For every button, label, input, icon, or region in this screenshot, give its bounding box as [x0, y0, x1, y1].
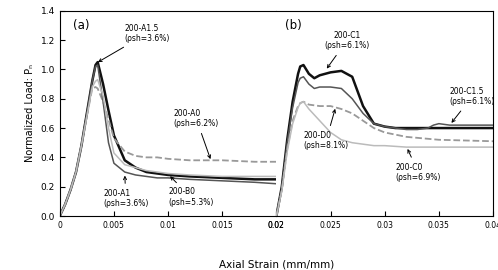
- Text: 200-A1
(ρsh=3.6%): 200-A1 (ρsh=3.6%): [103, 177, 148, 208]
- Text: 200-D0
(ρsh=8.1%): 200-D0 (ρsh=8.1%): [303, 110, 349, 150]
- Text: 200-C0
(ρsh=6.9%): 200-C0 (ρsh=6.9%): [395, 150, 441, 182]
- Text: 200-B0
(ρsh=5.3%): 200-B0 (ρsh=5.3%): [168, 177, 214, 207]
- Text: 200-C1
(ρsh=6.1%): 200-C1 (ρsh=6.1%): [324, 31, 370, 68]
- Y-axis label: Normalized Load: Pₙ: Normalized Load: Pₙ: [25, 65, 35, 162]
- Text: 200-A1.5
(ρsh=3.6%): 200-A1.5 (ρsh=3.6%): [99, 24, 170, 62]
- Text: (b): (b): [285, 19, 302, 32]
- Text: Axial Strain (mm/mm): Axial Strain (mm/mm): [219, 259, 334, 269]
- Text: (a): (a): [73, 19, 89, 32]
- Text: 200-C1.5
(ρsh=6.1%): 200-C1.5 (ρsh=6.1%): [450, 87, 495, 122]
- Text: 200-A0
(ρsh=6.2%): 200-A0 (ρsh=6.2%): [173, 109, 219, 158]
